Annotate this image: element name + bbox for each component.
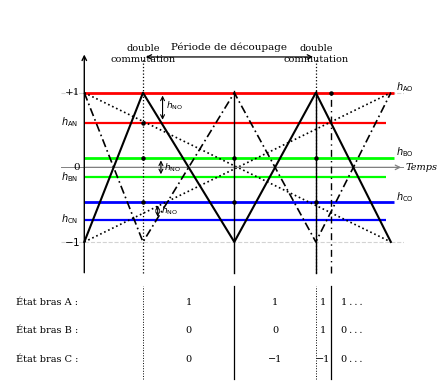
Text: 0 . . .: 0 . . . (340, 326, 362, 335)
Text: Période de découpage: Période de découpage (171, 43, 287, 52)
Text: 1 . . .: 1 . . . (340, 298, 362, 306)
Text: 1: 1 (319, 298, 325, 306)
Text: 0: 0 (185, 326, 191, 335)
Text: $h_\mathrm{NO}$: $h_\mathrm{NO}$ (161, 205, 177, 217)
Text: $h_\mathrm{NO}$: $h_\mathrm{NO}$ (166, 99, 183, 112)
Text: 1: 1 (271, 298, 278, 306)
Text: État bras B :: État bras B : (16, 326, 78, 335)
Text: Temps: Temps (405, 163, 437, 172)
Text: $h_\mathrm{CO}$: $h_\mathrm{CO}$ (395, 190, 413, 204)
Text: 1: 1 (185, 298, 191, 306)
Text: $h_\mathrm{AN}$: $h_\mathrm{AN}$ (61, 116, 78, 129)
Text: $-1$: $-1$ (64, 236, 80, 248)
Text: $h_\mathrm{BO}$: $h_\mathrm{BO}$ (395, 146, 413, 159)
Text: État bras A :: État bras A : (16, 298, 78, 306)
Text: double
commutation: double commutation (283, 44, 348, 64)
Text: 1: 1 (319, 326, 325, 335)
Text: $h_\mathrm{BN}$: $h_\mathrm{BN}$ (61, 170, 78, 184)
Text: $h_\mathrm{NO}$: $h_\mathrm{NO}$ (164, 161, 181, 174)
Text: 0: 0 (272, 326, 278, 335)
Text: 0: 0 (74, 163, 80, 172)
Text: double
commutation: double commutation (110, 44, 175, 64)
Text: État bras C :: État bras C : (16, 355, 78, 364)
Text: 0: 0 (185, 355, 191, 364)
Text: −1: −1 (315, 355, 330, 364)
Text: $h_\mathrm{CN}$: $h_\mathrm{CN}$ (61, 213, 78, 226)
Text: +1: +1 (65, 88, 80, 97)
Text: −1: −1 (267, 355, 282, 364)
Text: $h_\mathrm{AO}$: $h_\mathrm{AO}$ (395, 80, 413, 94)
Text: 0 . . .: 0 . . . (340, 355, 362, 364)
